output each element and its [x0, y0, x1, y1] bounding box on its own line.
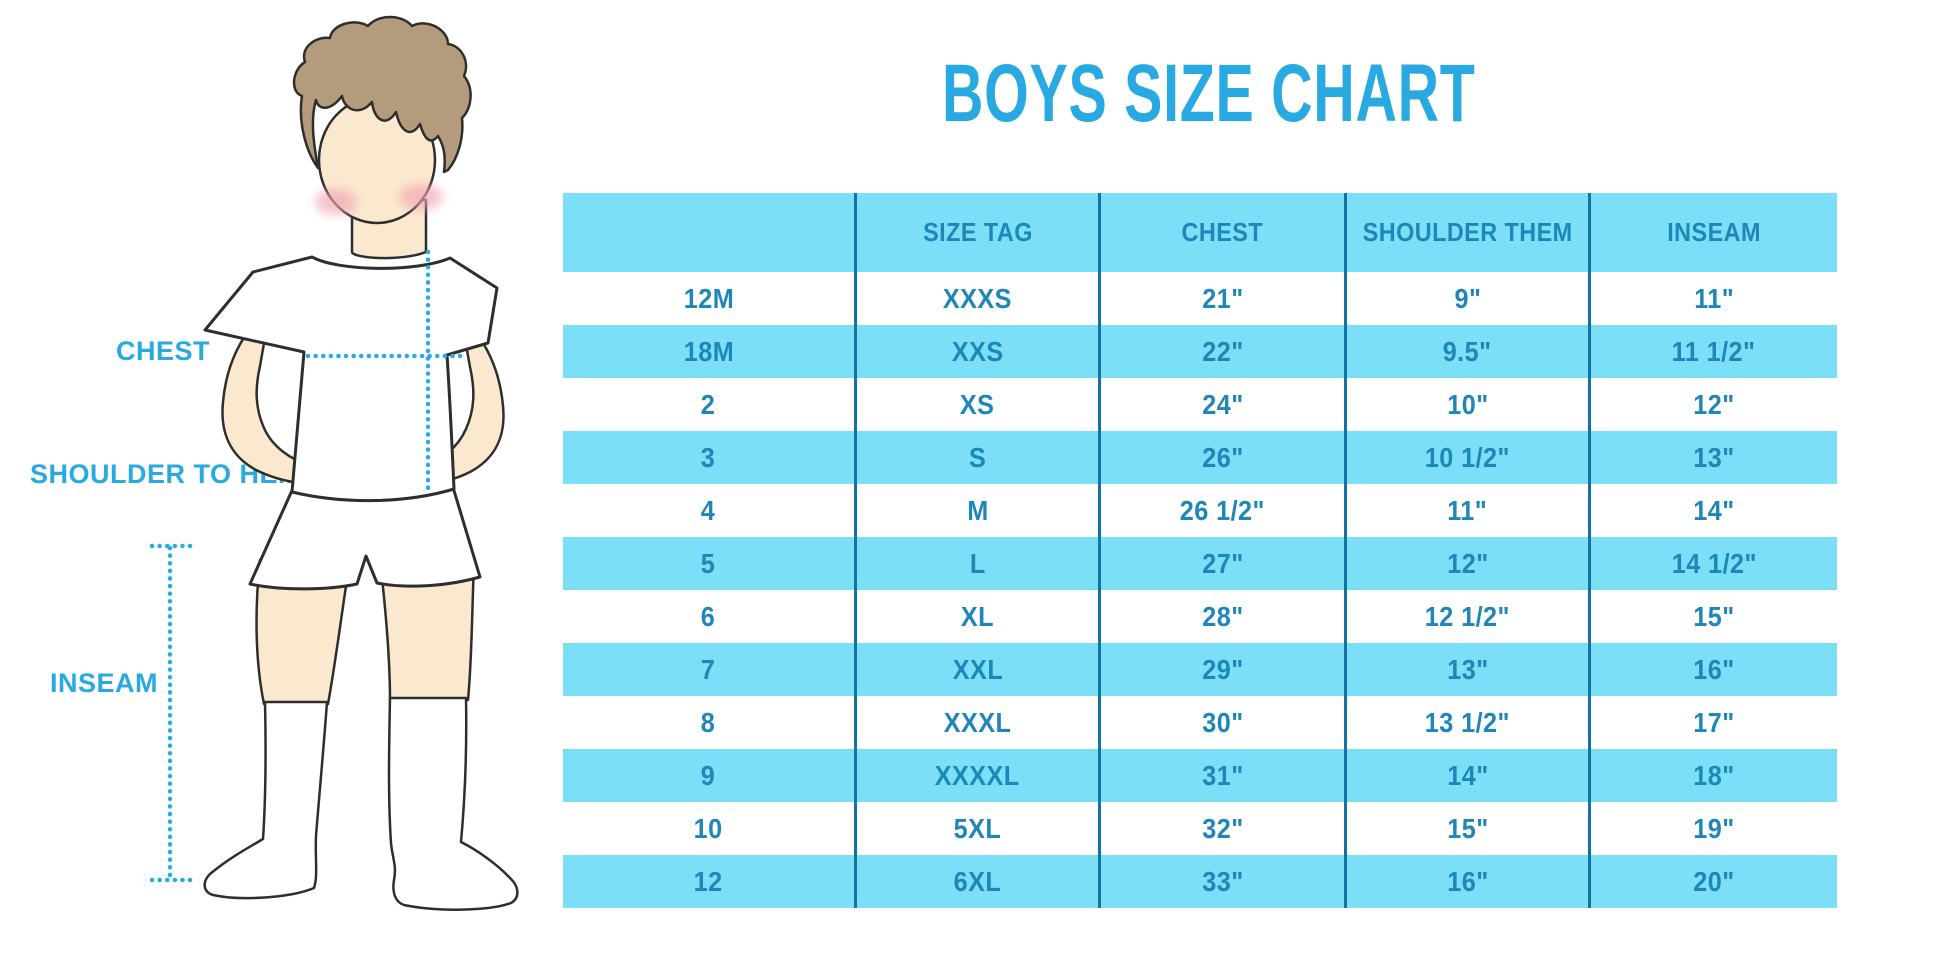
table-cell: 12 1/2" [1344, 590, 1588, 643]
table-cell: 2 [563, 378, 854, 431]
table-cell: 3 [563, 431, 854, 484]
table-cell: 27" [1098, 537, 1344, 590]
table-cell: 21" [1098, 272, 1344, 325]
table-cell: 14 1/2" [1588, 537, 1837, 590]
right-sock-shape [387, 696, 519, 911]
table-cell: 10 [563, 802, 854, 855]
table-cell: S [854, 431, 1098, 484]
header-cell: SHOULDER THEM [1344, 193, 1588, 272]
table-cell: 18" [1588, 749, 1837, 802]
page-title: BOYS SIZE CHART [942, 48, 1476, 139]
table-cell: 12" [1588, 378, 1837, 431]
right-leg-shape [378, 558, 476, 702]
table-cell: XXXL [854, 696, 1098, 749]
inseam-label: INSEAM [49, 668, 158, 698]
table-cell: 17" [1588, 696, 1837, 749]
table-cell: 11 1/2" [1588, 325, 1837, 378]
table-cell: XXS [854, 325, 1098, 378]
table-cell: 5 [563, 537, 854, 590]
table-cell: 6 [563, 590, 854, 643]
table-cell: 9" [1344, 272, 1588, 325]
header-cell: INSEAM [1588, 193, 1837, 272]
table-cell: 16" [1344, 855, 1588, 908]
table-cell: 32" [1098, 802, 1344, 855]
table-cell: 12M [563, 272, 854, 325]
table-cell: 14" [1588, 484, 1837, 537]
table-cell: 18M [563, 325, 854, 378]
table-cell: 13 1/2" [1344, 696, 1588, 749]
table-cell: 10 1/2" [1344, 431, 1588, 484]
table-cell: L [854, 537, 1098, 590]
table-cell: 12 [563, 855, 854, 908]
table-cell: 9 [563, 749, 854, 802]
table-cell: 24" [1098, 378, 1344, 431]
table-cell: 30" [1098, 696, 1344, 749]
table-cell: 8 [563, 696, 854, 749]
table-cell: 15" [1344, 802, 1588, 855]
table-cell: XL [854, 590, 1098, 643]
table-cell: 13" [1588, 431, 1837, 484]
blush-right [399, 184, 443, 210]
table-cell: 13" [1344, 643, 1588, 696]
header-cell [563, 193, 854, 272]
table-cell: 11" [1588, 272, 1837, 325]
chest-label: CHEST [115, 336, 210, 366]
table-cell: 33" [1098, 855, 1344, 908]
table-cell: 9.5" [1344, 325, 1588, 378]
table-cell: 31" [1098, 749, 1344, 802]
table-cell: 14" [1344, 749, 1588, 802]
tshirt-shape [203, 255, 499, 503]
table-cell: XXL [854, 643, 1098, 696]
table-cell: 15" [1588, 590, 1837, 643]
table-cell: 4 [563, 484, 854, 537]
table-cell: 29" [1098, 643, 1344, 696]
table-cell: XXXS [854, 272, 1098, 325]
header-cell: CHEST [1098, 193, 1344, 272]
boy-illustration [149, 15, 519, 911]
table-cell: XXXXL [854, 749, 1098, 802]
table-cell: 26" [1098, 431, 1344, 484]
table-cell: 11" [1344, 484, 1588, 537]
table-cell: 22" [1098, 325, 1344, 378]
table-cell: 7 [563, 643, 854, 696]
table-cell: 19" [1588, 802, 1837, 855]
table-cell: 10" [1344, 378, 1588, 431]
blush-left [315, 189, 357, 215]
size-table: SIZE TAG CHEST SHOULDER THEM INSEAM 12M … [563, 193, 1837, 908]
table-cell: XS [854, 378, 1098, 431]
table-cell: M [854, 484, 1098, 537]
left-sock-shape [203, 700, 329, 900]
header-cell: SIZE TAG [854, 193, 1098, 272]
table-cell: 16" [1588, 643, 1837, 696]
table-cell: 6XL [854, 855, 1098, 908]
table-cell: 26 1/2" [1098, 484, 1344, 537]
table-cell: 12" [1344, 537, 1588, 590]
table-cell: 5XL [854, 802, 1098, 855]
table-cell: 20" [1588, 855, 1837, 908]
hair-shape [292, 15, 472, 174]
table-cell: 28" [1098, 590, 1344, 643]
